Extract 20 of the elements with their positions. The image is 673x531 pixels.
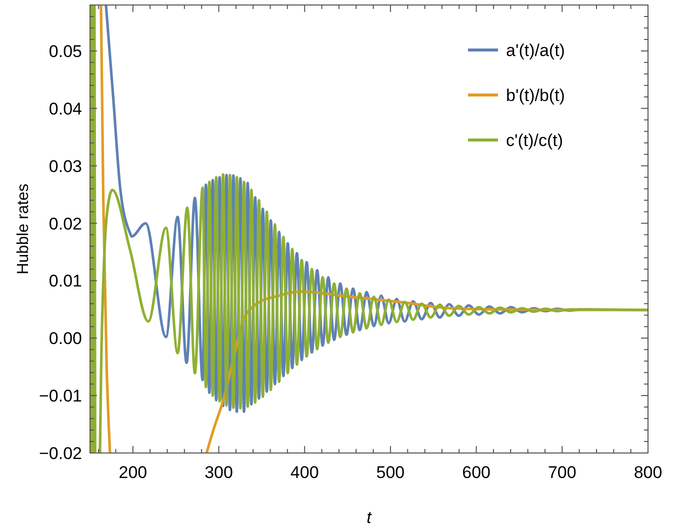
- y-tick-label: 0.05: [48, 42, 82, 61]
- x-tick-label: 400: [290, 463, 319, 482]
- y-tick-label: 0.01: [48, 272, 82, 291]
- x-tick-label: 700: [548, 463, 576, 482]
- y-axis-title: Hubble rates: [15, 184, 32, 274]
- y-tick-label: 0.03: [48, 156, 82, 176]
- y-tick-label: −0.02: [38, 444, 82, 463]
- x-tick-label: 300: [204, 463, 233, 482]
- legend-label: c'(t)/c(t): [506, 131, 564, 150]
- x-tick-label: 600: [462, 463, 490, 482]
- y-tick-label: −0.01: [38, 386, 82, 406]
- y-tick-label: 0.00: [48, 329, 82, 348]
- x-tick-label: 500: [376, 463, 405, 482]
- x-tick-label: 800: [634, 463, 662, 482]
- x-axis-title: t: [366, 508, 373, 527]
- x-tick-label: 200: [118, 463, 148, 482]
- legend-label: b'(t)/b(t): [506, 86, 565, 105]
- y-tick-label: 0.02: [48, 214, 82, 234]
- y-tick-label: 0.04: [48, 99, 82, 118]
- legend-label: a'(t)/a(t): [506, 41, 565, 60]
